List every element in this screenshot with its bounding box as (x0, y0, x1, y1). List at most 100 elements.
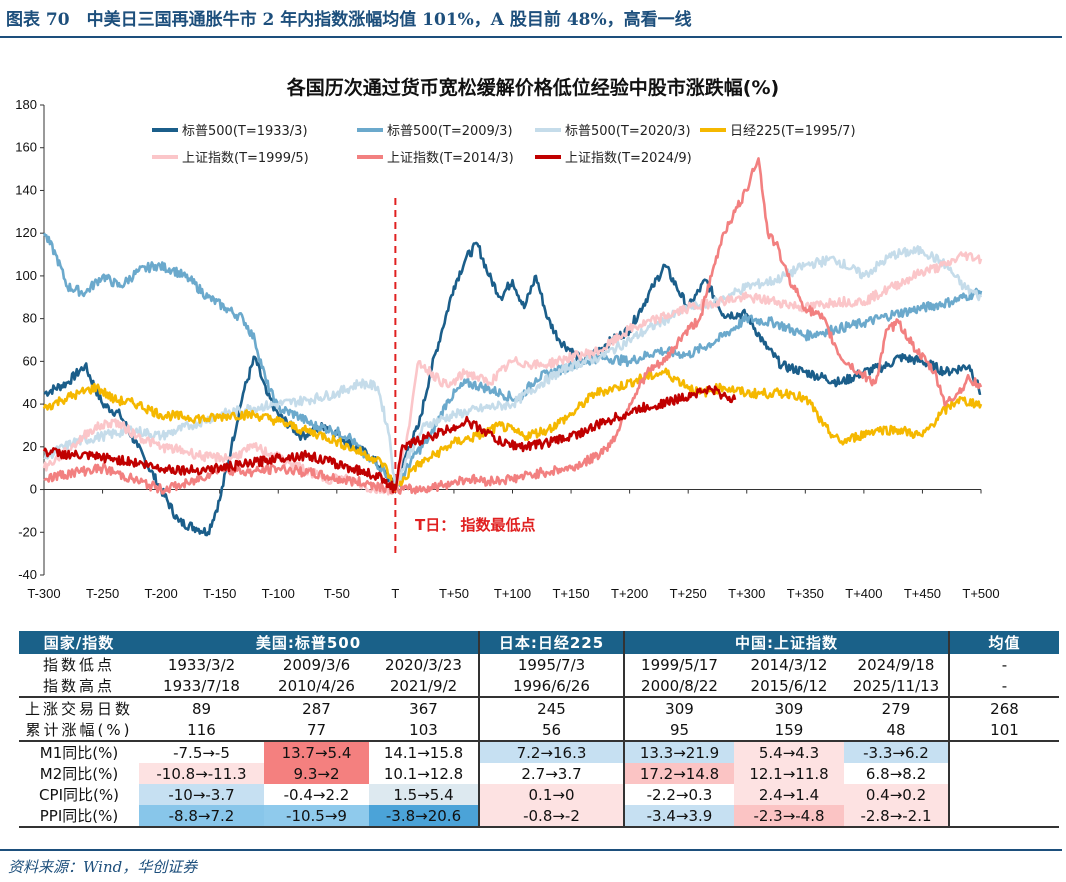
table-cell: 12.1→11.8 (734, 763, 844, 784)
y-tick-label: 0 (30, 482, 37, 497)
table-row: 上涨交易日数 89 287 367 245 309 309 279 268 (19, 696, 1059, 719)
series-line-2 (43, 245, 983, 491)
table-cell: -0.8→-2 (478, 805, 624, 828)
figure-title: 图表 70 中美日三国再通胀牛市 2 年内指数涨幅均值 101%，A 股目前 4… (6, 10, 692, 30)
table-cell: 268 (948, 696, 1059, 719)
table-cell (948, 805, 1059, 828)
x-tick-label: T+200 (611, 586, 648, 601)
table-cell: -8.8→7.2 (139, 805, 264, 828)
x-tick-label: T+400 (845, 586, 882, 601)
table-cell: 1933/3/2 (167, 655, 236, 674)
table-row: M1同比(%) -7.5→-5 13.7→5.4 14.1→15.8 7.2→16.3 1… (19, 740, 1059, 763)
row-label: 上涨交易日数 (19, 696, 139, 719)
table-cell (948, 740, 1059, 763)
table-cell: -10.8→-11.3 (139, 763, 264, 784)
y-tick-label: -40 (18, 567, 37, 582)
table-row: 指数低点 1933/3/2 2009/3/6 2020/3/23 1995/7/3 199… (19, 654, 1059, 675)
table-cell: 7.2→16.3 (478, 740, 624, 763)
table-cell: 2.4→1.4 (734, 784, 844, 805)
table-cell (948, 763, 1059, 784)
table-cell: - (948, 675, 1059, 697)
y-tick-label: 180 (15, 97, 37, 112)
table-header-cell: 美国:标普500 (139, 631, 479, 654)
x-tick-label: T (391, 586, 399, 601)
table-row: M2同比(%) -10.8→-11.3 9.3→2 10.1→12.8 2.7→3.7 1… (19, 763, 1059, 784)
table-cell: 2024/9/18 (857, 655, 935, 674)
x-tick-label: T-300 (27, 586, 60, 601)
x-tick-label: T-200 (145, 586, 178, 601)
table-cell: 13.3→21.9 (623, 740, 734, 763)
table-cell: 116 (187, 720, 216, 739)
table-cell: 2009/3/6 (282, 655, 351, 674)
comparison-table: 国家/指数 美国:标普500 日本:日经225 中国:上证指数 均值指数低点 1933/3… (19, 631, 1059, 828)
table-cell: 279 (844, 696, 949, 719)
y-tick-label: -20 (18, 524, 37, 539)
table-cell: -2.3→-4.8 (734, 805, 844, 828)
table-cell: 1996/6/26 (478, 675, 624, 697)
table-cell: 2025/11/13 (852, 676, 940, 695)
table-cell: 9.3→2 (264, 763, 369, 784)
series-line-5 (43, 157, 983, 495)
title-rule (0, 36, 1062, 38)
series-line-0 (43, 241, 982, 537)
table-cell: 89 (139, 696, 264, 719)
t-day-annotation: T日： 指数最低点 (415, 516, 535, 534)
x-tick-label: T+450 (904, 586, 941, 601)
y-tick-label: 140 (15, 182, 37, 197)
table-cell: 0.1→0 (478, 784, 624, 805)
y-tick-label: 80 (23, 311, 37, 326)
table-cell: - (948, 654, 1059, 675)
x-tick-label: T+150 (552, 586, 589, 601)
legend-label-3: 日经225(T=1995/7) (730, 124, 856, 139)
legend-label-2: 标普500(T=2020/3) (565, 124, 691, 139)
table-cell: -3.8→20.6 (369, 805, 479, 828)
x-tick-label: T-100 (262, 586, 295, 601)
table-cell: 101 (948, 719, 1059, 741)
table-cell: 1933/7/18 (163, 676, 240, 695)
table-cell: 2021/9/2 (389, 676, 458, 695)
row-label: M2同比(%) (39, 765, 119, 783)
table-cell: 2.7→3.7 (478, 763, 624, 784)
legend-label-5: 上证指数(T=2014/3) (387, 151, 514, 166)
table-cell: -2.2→0.3 (623, 784, 734, 805)
table-cell: 0.4→0.2 (844, 784, 949, 805)
table-row: 指数高点 1933/7/18 2010/4/26 2021/9/2 1996/6/26 2… (19, 675, 1059, 697)
table-cell: 159 (774, 720, 804, 739)
row-label: M1同比(%) (19, 740, 139, 763)
y-tick-label: 100 (15, 268, 37, 283)
y-tick-label: 40 (23, 396, 37, 411)
row-label: 指数低点 (42, 656, 115, 674)
table-cell: 1999/5/17 (623, 654, 734, 675)
table-cell: 6.8→8.2 (844, 763, 949, 784)
table-cell: -0.4→2.2 (264, 784, 369, 805)
table-cell: 2020/3/23 (385, 655, 462, 674)
line-chart: 各国历次通过货币宽松缓解价格低位经验中股市涨跌幅(%) -40 -20 0 20 40 60… (15, 76, 999, 601)
y-tick-label: 120 (15, 225, 37, 240)
table-cell: 2000/8/22 (623, 675, 734, 697)
table-cell: 2015/6/12 (750, 676, 828, 695)
row-label: PPI同比(%) (19, 805, 139, 828)
table-cell: 2010/4/26 (278, 676, 355, 695)
table-cell (948, 784, 1059, 805)
table-cell: 14.1→15.8 (369, 740, 479, 763)
table-cell: 95 (623, 719, 734, 741)
table-header-row: 国家/指数 美国:标普500 日本:日经225 中国:上证指数 均值 (19, 631, 1059, 654)
table-cell: 10.1→12.8 (369, 763, 479, 784)
x-tick-label: T-150 (203, 586, 236, 601)
table-header-cell: 日本:日经225 (478, 631, 624, 654)
row-label: 累计涨幅(%) (25, 721, 133, 739)
table-cell: -3.3→6.2 (844, 740, 949, 763)
table-cell: -3.4→3.9 (623, 805, 734, 828)
table-cell: 1995/7/3 (478, 654, 624, 675)
chart-title: 各国历次通过货币宽松缓解价格低位经验中股市涨跌幅(%) (286, 76, 779, 99)
table-cell: -7.5→-5 (139, 740, 264, 763)
y-tick-label: 60 (23, 353, 37, 368)
x-tick-label: T+50 (439, 586, 469, 601)
table-header-cell: 中国:上证指数 (623, 631, 949, 654)
table-cell: 17.2→14.8 (623, 763, 734, 784)
series-line-3 (42, 367, 983, 493)
row-label: 指数高点 (42, 677, 115, 695)
table-cell: 48 (886, 720, 906, 739)
x-tick-label: T-250 (86, 586, 119, 601)
